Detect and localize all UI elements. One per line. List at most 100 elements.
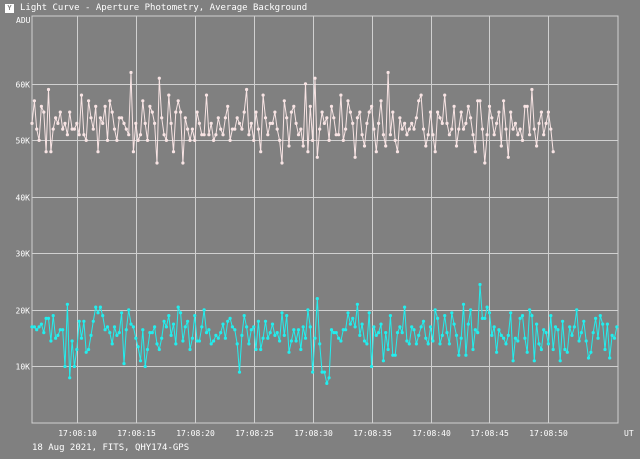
data-point: [400, 331, 404, 335]
data-point: [551, 347, 555, 352]
data-point: [568, 325, 572, 329]
data-point: [565, 350, 569, 354]
data-point: [282, 333, 286, 337]
data-point: [311, 138, 315, 142]
data-point: [190, 127, 194, 131]
data-point: [275, 127, 279, 131]
data-point: [433, 308, 437, 312]
data-point: [329, 104, 334, 108]
series-line: [31, 72, 554, 164]
data-point: [294, 339, 298, 343]
data-point: [270, 322, 275, 326]
data-point: [223, 336, 227, 340]
data-point: [457, 353, 461, 357]
data-point: [75, 121, 79, 125]
data-point: [469, 116, 473, 120]
data-point: [424, 336, 428, 340]
data-point: [160, 336, 164, 340]
data-point: [240, 127, 244, 131]
x-tick-label: 17:08:10: [58, 429, 97, 438]
data-point: [353, 325, 357, 329]
data-point: [42, 331, 46, 335]
data-point: [82, 319, 86, 323]
data-point: [254, 110, 258, 114]
data-point: [466, 104, 470, 108]
data-point: [495, 121, 499, 125]
data-point: [572, 325, 577, 329]
axis-labels: ADU UT: [16, 16, 634, 438]
data-point: [391, 353, 395, 357]
data-point: [428, 325, 433, 329]
data-point: [197, 339, 201, 343]
data-point: [525, 104, 529, 108]
data-point: [341, 328, 345, 332]
data-point: [153, 325, 157, 329]
data-point: [110, 110, 114, 114]
data-point: [209, 121, 213, 125]
data-point: [30, 121, 34, 125]
data-point: [523, 336, 527, 340]
data-point: [504, 127, 508, 131]
data-point: [108, 331, 112, 335]
data-point: [299, 127, 303, 131]
data-point: [101, 314, 105, 318]
data-point: [162, 133, 166, 137]
data-point: [303, 336, 308, 340]
data-point: [360, 133, 364, 137]
data-point: [516, 133, 520, 137]
data-point: [270, 121, 275, 125]
data-point: [570, 333, 574, 337]
data-point: [141, 328, 145, 332]
data-point: [454, 333, 459, 337]
data-point: [124, 328, 128, 332]
data-point: [450, 127, 454, 131]
data-point: [351, 316, 355, 320]
data-point: [308, 104, 312, 108]
data-point: [169, 121, 173, 125]
data-point: [96, 150, 100, 154]
data-point: [138, 359, 143, 363]
data-point: [202, 308, 206, 312]
data-point: [426, 133, 430, 137]
data-point: [249, 121, 253, 125]
app-icon[interactable]: Y: [5, 3, 14, 13]
data-point: [145, 347, 150, 352]
data-point: [341, 138, 345, 142]
data-point: [327, 376, 331, 380]
data-point: [296, 328, 301, 332]
data-point: [327, 138, 331, 142]
data-point: [381, 133, 385, 137]
data-point: [367, 311, 371, 315]
data-point: [292, 328, 296, 332]
data-point: [322, 121, 326, 125]
data-point: [181, 339, 185, 343]
data-point: [407, 127, 411, 131]
data-point: [447, 342, 451, 346]
data-point: [110, 342, 114, 346]
footer-info: 18 Aug 2021, FITS, QHY174-GPS: [32, 443, 190, 453]
data-point: [362, 144, 367, 148]
data-point: [56, 121, 60, 125]
data-point: [395, 331, 400, 335]
data-point: [334, 133, 338, 137]
grid-lines: [31, 15, 619, 424]
data-point: [379, 322, 383, 326]
data-point: [443, 314, 447, 318]
data-point: [360, 322, 364, 326]
data-point: [535, 144, 539, 148]
data-point: [440, 333, 444, 337]
data-point: [179, 110, 183, 114]
data-point: [105, 325, 110, 329]
data-point: [301, 144, 305, 148]
data-point: [84, 138, 88, 142]
data-point: [299, 347, 303, 352]
data-point: [358, 333, 362, 337]
data-point: [594, 316, 598, 320]
data-point: [91, 127, 95, 131]
data-point: [240, 333, 244, 337]
data-point: [452, 322, 456, 326]
data-point: [188, 347, 192, 352]
data-point: [525, 350, 529, 354]
data-point: [421, 319, 426, 323]
data-point: [603, 347, 607, 352]
